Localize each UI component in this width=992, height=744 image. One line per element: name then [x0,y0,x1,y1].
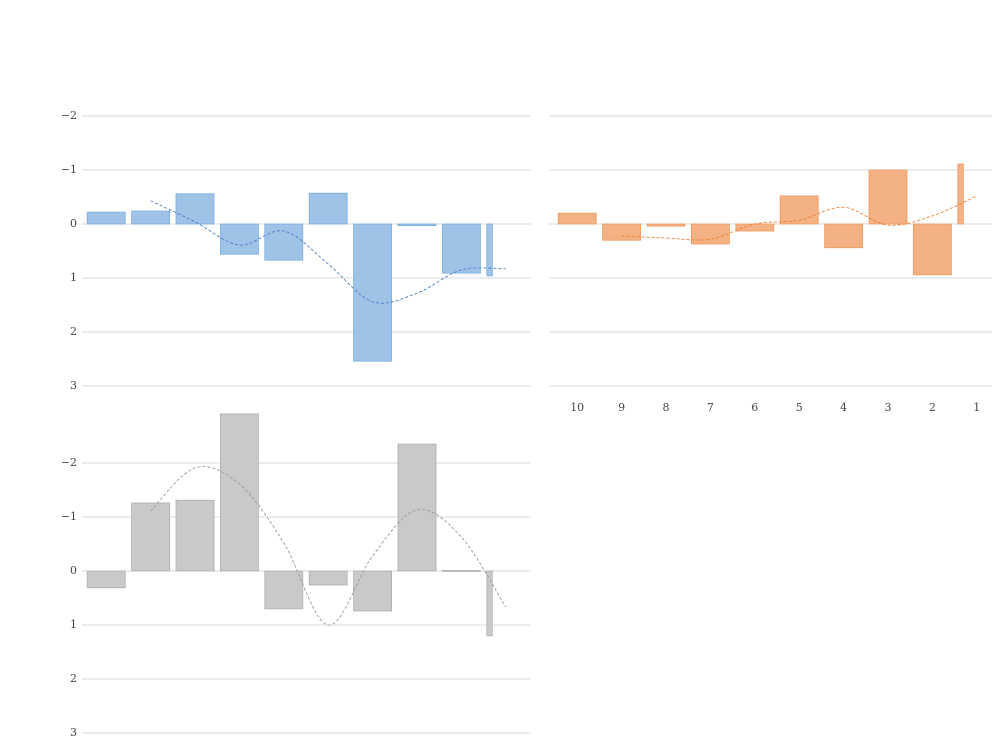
bar-group [86,192,493,362]
bar [86,570,126,589]
bar [557,212,597,225]
bar [735,223,775,232]
bar [646,223,686,227]
bar [602,223,641,241]
y-tick-label: 1 [70,271,77,284]
bar [175,193,215,225]
x-tick-label: 6 [751,401,758,414]
bar [219,413,259,572]
bar [353,223,393,362]
y-tick-label: 0 [70,564,77,577]
bar-group [86,413,493,637]
bar [441,570,481,572]
bar [308,570,348,586]
bar [264,570,304,610]
y-tick-label: −1 [61,163,77,176]
bar [868,169,908,225]
x-tick-label: 5 [796,401,803,414]
bar [441,223,481,274]
y-tick-label: 2 [70,325,77,338]
bar [486,570,493,637]
bar [957,163,964,225]
trend-line [150,466,507,626]
bar [691,223,730,245]
bar [131,502,171,572]
bar [397,223,437,227]
x-tick-label: 10 [570,401,584,414]
bar [219,223,259,255]
bar [264,223,304,261]
bar [175,499,215,572]
x-tick-label: 1 [973,401,980,414]
x-tick-label: 3 [885,401,892,414]
y-tick-label: −1 [61,510,77,523]
bar [308,192,348,225]
bar [824,223,863,249]
bar [86,211,126,225]
x-tick-label: 2 [929,401,936,414]
bar [397,443,437,572]
bar [779,195,819,225]
y-tick-label: 3 [70,379,77,392]
trend-line [150,200,506,304]
y-tick-label: 0 [70,217,77,230]
bar [353,570,393,612]
y-tick-label: 1 [70,618,77,631]
bar [913,223,952,276]
bar [131,210,171,225]
y-tick-label: 2 [70,672,77,685]
bar-group [557,163,964,276]
x-tick-label: 8 [663,401,670,414]
bar [486,223,493,277]
y-tick-label: −2 [61,109,77,122]
y-tick-label: −2 [61,456,77,469]
x-tick-label: 7 [707,401,714,414]
x-tick-label: 9 [618,401,625,414]
x-tick-label: 4 [840,401,847,414]
trend-line [621,195,977,241]
y-tick-label: 3 [70,726,77,739]
